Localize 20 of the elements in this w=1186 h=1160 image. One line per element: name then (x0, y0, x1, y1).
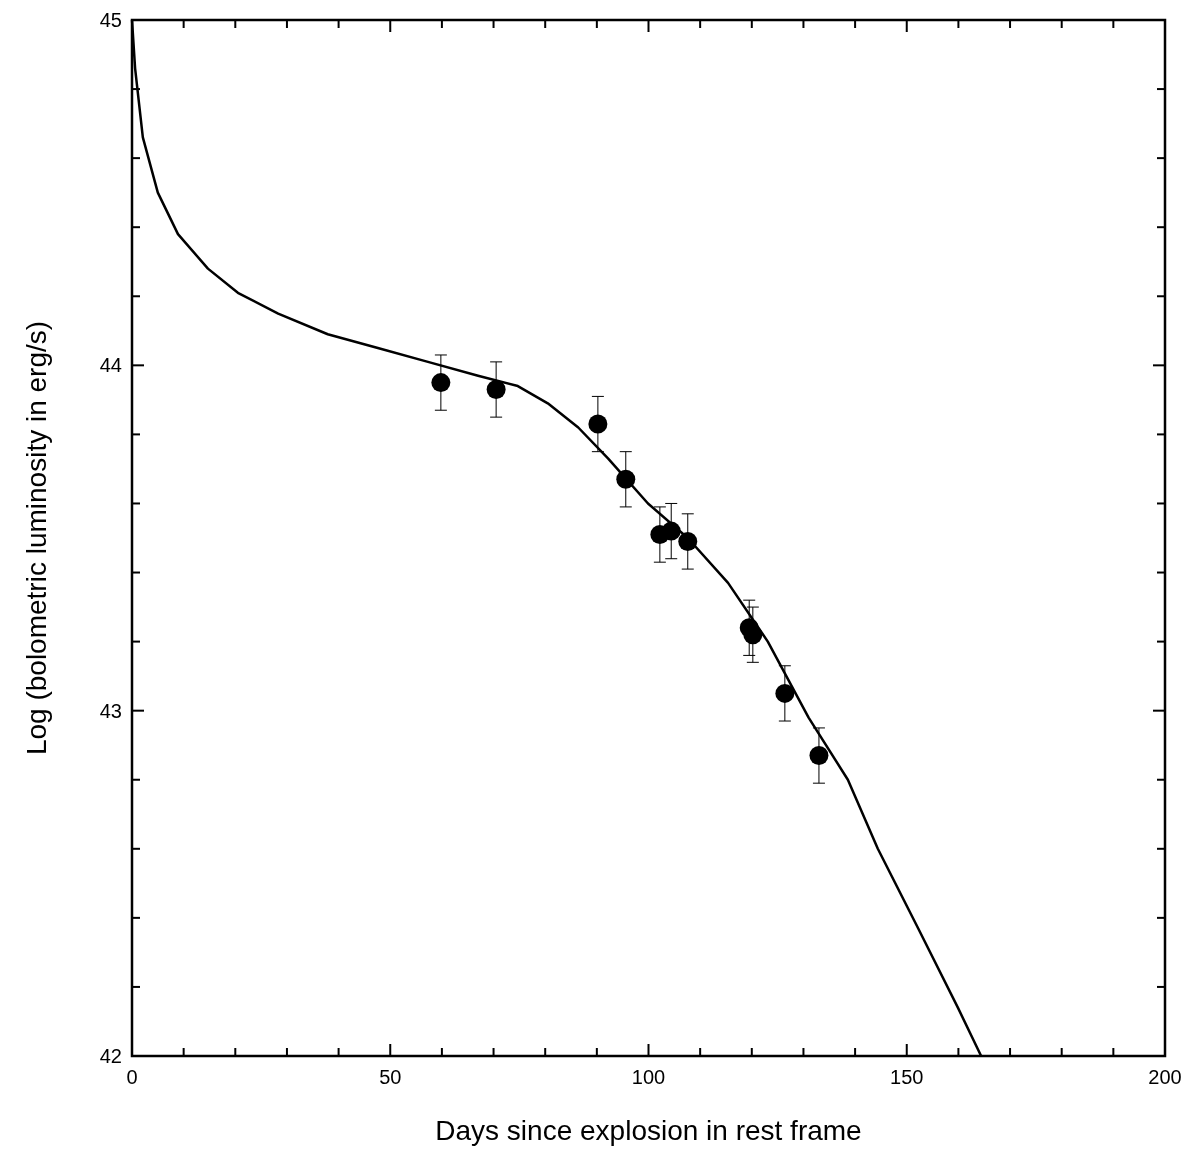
point (588, 414, 608, 434)
x-axis-title: Days since explosion in rest frame (435, 1115, 862, 1146)
x-tick-label: 50 (379, 1066, 402, 1088)
point (775, 683, 795, 703)
x-tick-label: 100 (631, 1066, 666, 1088)
y-axis-title: Log (bolometric luminosity in erg/s) (21, 320, 52, 756)
y-tick-label: 42 (99, 1045, 122, 1067)
y-tick-label: 43 (99, 699, 122, 722)
x-tick-label: 200 (1148, 1066, 1182, 1088)
point (678, 531, 698, 551)
point (431, 373, 451, 393)
point (616, 469, 636, 489)
point (661, 521, 681, 541)
y-tick-label: 45 (99, 9, 122, 31)
x-tick-label: 0 (126, 1066, 138, 1088)
y-tick-label: 44 (99, 354, 122, 377)
x-tick-label: 150 (890, 1066, 924, 1088)
point (809, 746, 829, 766)
point (743, 625, 763, 645)
point (486, 380, 506, 400)
